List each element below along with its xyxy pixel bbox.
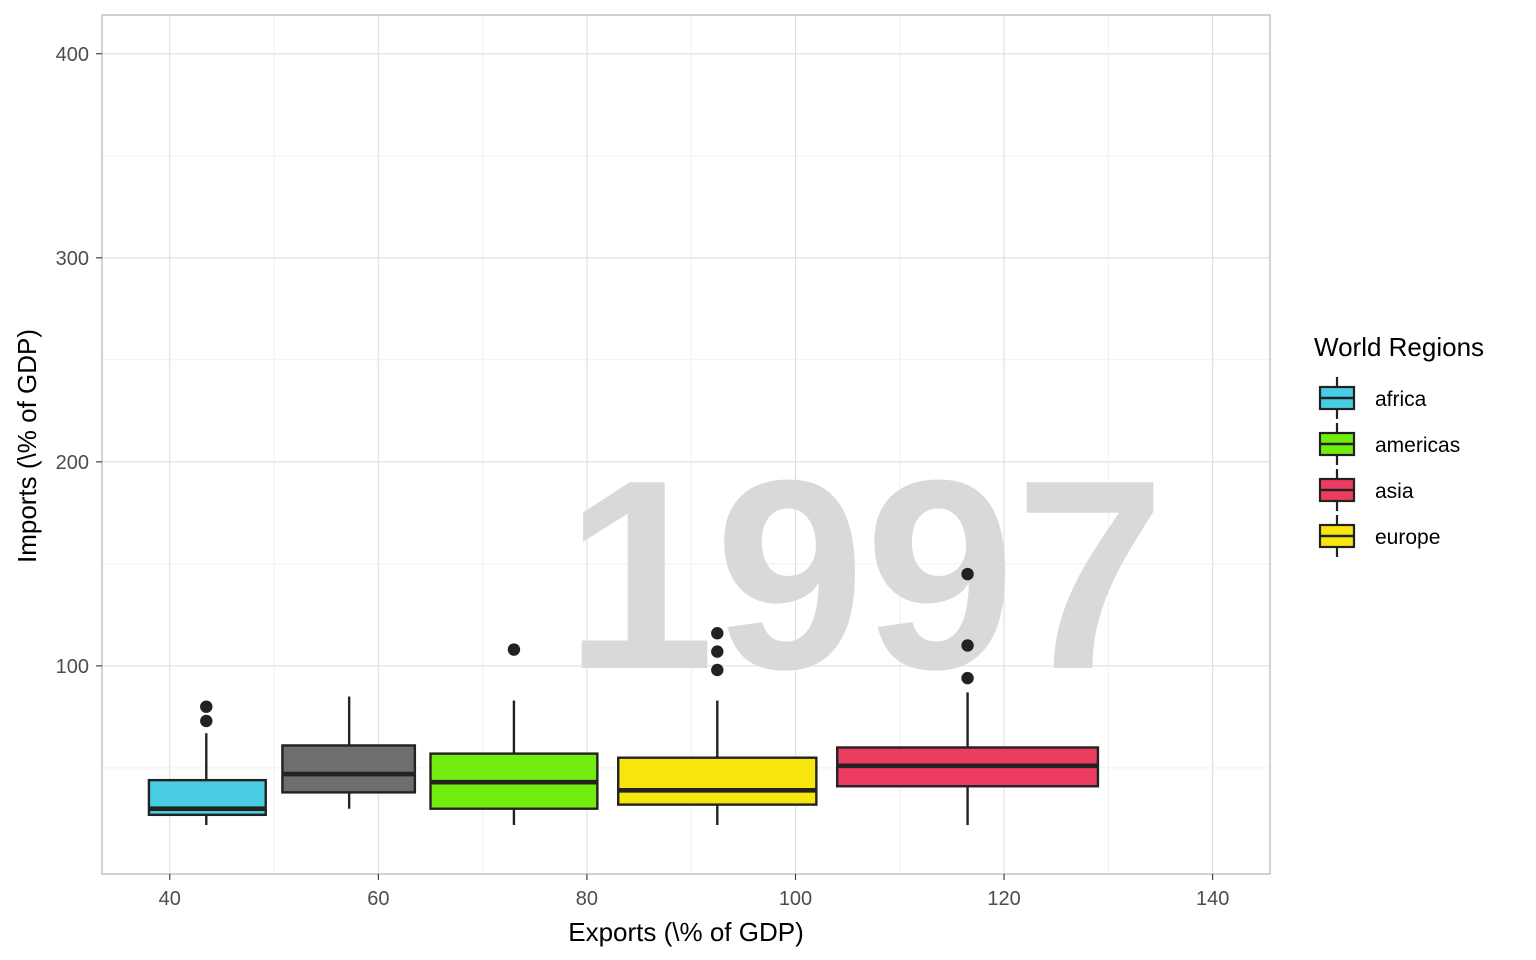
y-tick-label: 100 <box>56 656 89 678</box>
outlier-point <box>711 627 724 640</box>
outlier-point <box>200 700 213 713</box>
y-tick-label: 200 <box>56 452 89 474</box>
outlier-point <box>711 663 724 677</box>
boxplot-asia <box>836 567 1100 826</box>
x-tick-label: 100 <box>779 888 812 910</box>
legend: africa americas asia europe <box>1318 377 1460 557</box>
x-tick-label: 40 <box>159 888 181 910</box>
box-iqr <box>281 744 417 794</box>
y-axis-ticks: 100 200 300 400 <box>56 44 102 678</box>
outlier-point <box>961 567 974 581</box>
plot-border <box>101 14 1271 875</box>
x-tick-label: 120 <box>987 888 1020 910</box>
y-tick-label: 300 <box>56 248 89 270</box>
outlier-point <box>961 639 974 652</box>
legend-label: asia <box>1375 480 1414 503</box>
boxplot-americas <box>429 643 599 826</box>
outlier-point <box>507 643 521 656</box>
legend-title: World Regions <box>1314 332 1484 362</box>
boxplot-africa <box>147 700 267 826</box>
legend-item-americas: americas <box>1318 423 1460 465</box>
x-axis-ticks: 40 60 80 100 120 140 <box>159 874 1229 910</box>
year-watermark: 1997 <box>565 425 1166 726</box>
outlier-point <box>961 671 974 685</box>
legend-label: americas <box>1375 434 1460 457</box>
y-tick-label: 400 <box>56 44 89 66</box>
x-axis-title: Exports (\% of GDP) <box>568 917 804 947</box>
x-tick-label: 140 <box>1196 888 1229 910</box>
legend-item-africa: africa <box>1318 377 1427 419</box>
legend-item-europe: europe <box>1318 515 1440 557</box>
outlier-point <box>711 645 724 658</box>
legend-item-asia: asia <box>1318 469 1414 511</box>
boxplot-unlabeled <box>281 696 417 809</box>
box-iqr <box>617 756 818 806</box>
legend-label: africa <box>1375 388 1427 411</box>
plot-panel <box>102 15 1270 874</box>
x-tick-label: 80 <box>576 888 598 910</box>
boxplots <box>147 567 1100 826</box>
legend-label: europe <box>1375 526 1440 549</box>
boxplot-europe <box>617 627 818 826</box>
outlier-point <box>200 714 213 728</box>
y-axis-title: Imports (\% of GDP) <box>12 329 42 563</box>
grid <box>102 15 1270 874</box>
x-tick-label: 60 <box>367 888 389 910</box>
